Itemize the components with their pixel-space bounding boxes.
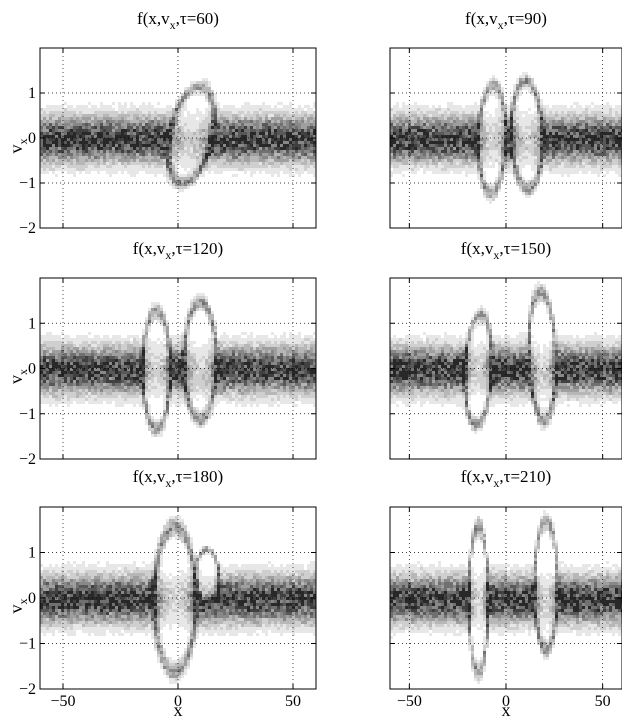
heatmap-layer — [40, 87, 316, 186]
y-tick-label: 0 — [28, 130, 36, 147]
heatmap-layer — [43, 123, 316, 159]
heatmap-layer — [390, 510, 622, 684]
y-tick-label: −1 — [19, 406, 36, 423]
heatmap-3 — [40, 290, 316, 440]
heatmap-layer — [390, 582, 622, 627]
y-axis-label: vx — [6, 369, 30, 384]
panel-6: −50 0 50 f(x,vx,τ=210) x — [389, 467, 622, 720]
heatmap-layer — [390, 302, 622, 425]
heatmap-layer — [390, 281, 622, 434]
heatmap-layer — [40, 335, 316, 404]
x-axis-label: x — [502, 700, 511, 720]
heatmap-1 — [40, 75, 316, 195]
heatmap-layer — [390, 72, 622, 204]
y-tick-label: −2 — [19, 451, 36, 468]
panel-1: 1 0 −1 −2 f(x,vx,τ=60) vx — [6, 9, 317, 237]
panel-3: 1 0 −1 −2 f(x,vx,τ=120) vx — [6, 239, 317, 468]
heatmap-layer — [393, 341, 621, 404]
heatmap-layer — [40, 516, 316, 681]
panel-title: f(x,vx,τ=90) — [465, 9, 547, 32]
panel-title: f(x,vx,τ=150) — [461, 239, 551, 262]
heatmap-layer — [390, 287, 622, 431]
heatmap-6 — [390, 510, 622, 684]
heatmap-layer — [390, 284, 622, 431]
panel-title: f(x,vx,τ=60) — [137, 9, 219, 32]
y-tick-label: −1 — [19, 636, 36, 653]
heatmap-layer — [40, 573, 316, 615]
y-tick-label: −2 — [19, 220, 36, 237]
heatmap-layer — [40, 567, 316, 630]
y-tick-label: 1 — [28, 545, 36, 562]
x-tick-label: 0 — [502, 693, 510, 710]
x-tick-label: 50 — [285, 693, 301, 710]
x-tick-label: 50 — [595, 693, 611, 710]
heatmap-layer — [390, 81, 622, 192]
x-tick-label: 0 — [174, 693, 182, 710]
heatmap-layer — [390, 69, 622, 204]
heatmap-4 — [390, 281, 622, 434]
heatmap-layer — [40, 120, 316, 162]
heatmap-layer — [40, 293, 316, 437]
y-axis-label: vx — [6, 599, 30, 614]
panel-title: f(x,vx,τ=120) — [133, 239, 223, 262]
panel-title: f(x,vx,τ=180) — [133, 467, 223, 490]
y-tick-label: −1 — [19, 175, 36, 192]
heatmap-layer — [40, 528, 316, 672]
panel-title: f(x,vx,τ=210) — [461, 467, 551, 490]
heatmap-layer — [390, 582, 622, 630]
heatmap-layer — [390, 78, 622, 201]
heatmap-layer — [40, 567, 316, 624]
y-tick-label: −2 — [19, 681, 36, 698]
x-tick-label: −50 — [397, 693, 422, 710]
y-tick-label: 0 — [28, 361, 36, 378]
panel-2: f(x,vx,τ=90) — [389, 9, 622, 229]
panel-5: 1 0 −1 −2 −50 0 50 f(x,vx,τ=180) vx x — [6, 467, 317, 720]
y-tick-label: 0 — [28, 590, 36, 607]
panel-4: f(x,vx,τ=150) — [389, 239, 622, 460]
x-tick-label: −50 — [50, 693, 75, 710]
heatmap-layer — [40, 84, 316, 186]
heatmap-layer — [393, 120, 622, 162]
y-axis-label: vx — [6, 139, 30, 154]
x-axis-label: x — [174, 700, 183, 720]
heatmap-layer — [40, 84, 316, 186]
y-tick-label: 1 — [28, 85, 36, 102]
y-tick-label: 1 — [28, 315, 36, 332]
heatmap-2 — [390, 69, 622, 204]
